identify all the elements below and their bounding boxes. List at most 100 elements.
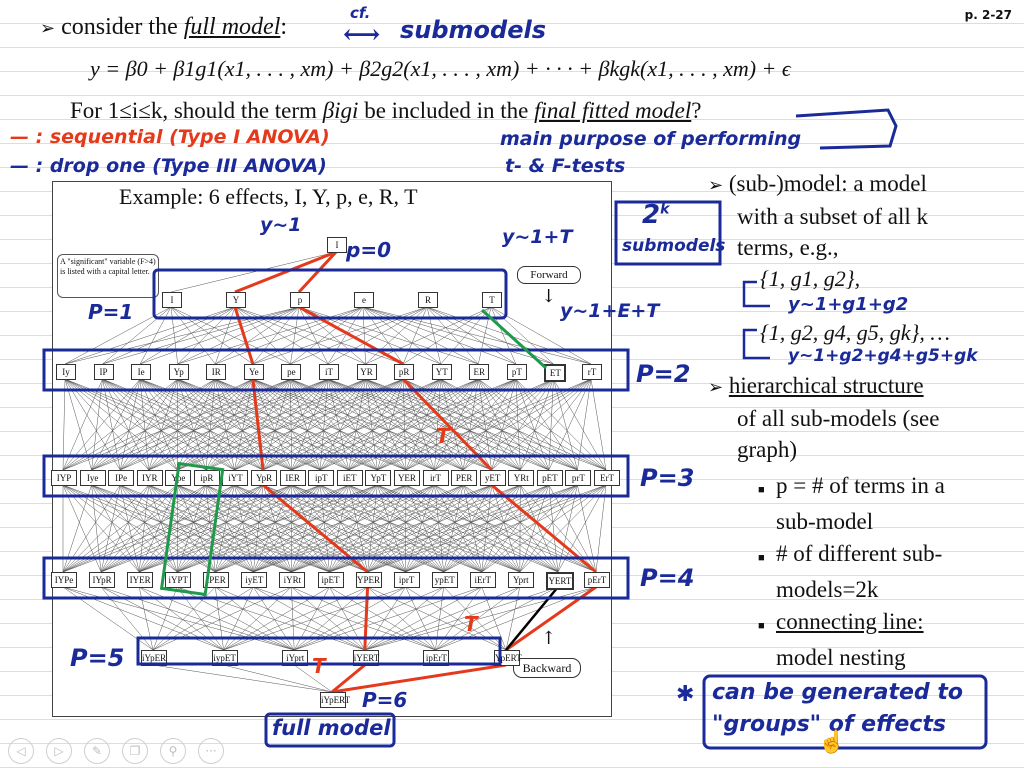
drop-one-legend: — : drop one (Type III ANOVA) [10, 155, 327, 177]
nesting-line [443, 484, 578, 573]
full-model-equation: y = β0 + β1g1(x1, . . . , xm) + β2g2(x1,… [90, 56, 791, 81]
square-bullet-icon: ■ [758, 552, 765, 564]
nesting-line [223, 664, 333, 693]
nesting-line [519, 484, 578, 573]
lattice-node: YER [393, 470, 420, 486]
nesting-line [367, 484, 607, 573]
lattice-node: iYT [222, 470, 249, 486]
copy-icon[interactable]: ❐ [122, 738, 148, 764]
page-number: p. 2-27 [964, 8, 1012, 22]
sequential-path-line [234, 250, 337, 294]
next-icon[interactable]: ▷ [46, 738, 72, 764]
nesting-line [515, 378, 607, 471]
pen-icon[interactable]: ✎ [84, 738, 110, 764]
s3-line2: model nesting [776, 645, 906, 670]
nesting-line [177, 378, 292, 471]
s1-line1: p = # of terms in a [776, 473, 945, 498]
star-note-line1: can be generated to [712, 680, 963, 705]
nesting-line [590, 378, 607, 471]
final-fitted-model-text: final fitted model [534, 98, 692, 123]
b1-line2: with a subset of all k [737, 204, 928, 229]
lattice-node: iypET [211, 650, 238, 666]
lattice-node: ErT [594, 470, 620, 486]
nesting-line [62, 484, 92, 573]
nesting-line [595, 484, 607, 573]
p4-note: P=4 [640, 564, 695, 592]
b2-line2: of all sub-models (see [737, 406, 940, 431]
nesting-line [329, 484, 549, 573]
twok-exp: k [660, 201, 670, 218]
nesting-line [170, 306, 216, 365]
lattice-lines [62, 250, 607, 694]
p5-note: P=5 [70, 644, 125, 672]
nesting-line [426, 306, 554, 365]
nesting-line [478, 306, 492, 365]
lattice-node: I [327, 237, 347, 253]
nesting-line [62, 586, 224, 651]
lattice-node: ER [469, 364, 490, 380]
lattice-node: YpERT [494, 650, 522, 666]
star-icon: ✱ [676, 682, 695, 707]
square-bullet-icon: ■ [758, 620, 765, 632]
nesting-line [223, 586, 406, 651]
nesting-line [478, 378, 550, 471]
nesting-line [62, 378, 66, 471]
nesting-line [481, 484, 521, 573]
more-icon[interactable]: ··· [198, 738, 224, 764]
prev-icon[interactable]: ◁ [8, 738, 34, 764]
lattice-node: ET [544, 364, 567, 382]
nesting-line [329, 586, 366, 651]
nesting-line [290, 378, 378, 471]
p6-note: P=6 [362, 688, 408, 712]
nesting-line [223, 586, 368, 651]
nesting-line [490, 306, 554, 365]
submodel-lattice-figure: Example: 6 effects, I, Y, p, e, R, T A "… [51, 181, 620, 717]
lattice-node: IPe [108, 470, 135, 486]
lattice-node: YPER [355, 572, 382, 588]
nesting-line [139, 378, 149, 471]
lattice-node: pT [506, 364, 527, 380]
lattice-node: pR [394, 364, 415, 380]
lattice-node: ipErT [423, 650, 450, 666]
forward-arrow-icon: ↓ [541, 286, 557, 307]
lattice-node: IYR [136, 470, 163, 486]
lattice-node: Ype [165, 470, 192, 486]
p1-note: P=1 [88, 300, 134, 324]
bullet-arrow-icon: ➢ [40, 18, 56, 38]
zoom-icon[interactable]: ⚲ [160, 738, 186, 764]
submodels-note: submodels [400, 16, 547, 44]
nesting-line [170, 306, 254, 365]
nesting-line [515, 378, 521, 471]
nesting-line [139, 484, 378, 573]
lattice-node: ipR [193, 470, 220, 486]
tests-note: t- & F-tests [505, 155, 626, 177]
lattice-node: iYpER [141, 650, 167, 666]
lattice-node: iYpERT [320, 692, 350, 708]
lattice-node: iYprt [282, 650, 309, 666]
lattice-node: IR [206, 364, 227, 380]
nesting-line [139, 484, 292, 573]
y1t-note: y~1+T [502, 226, 573, 248]
nesting-line [140, 306, 300, 365]
nesting-line [253, 484, 407, 573]
nesting-line [215, 586, 365, 651]
nesting-line [64, 378, 121, 471]
s1-line2: sub-model [776, 509, 874, 534]
y1et-note: y~1+E+T [560, 300, 660, 322]
nesting-line [215, 586, 295, 651]
twok-submodels: submodels [622, 236, 726, 256]
nesting-line [100, 586, 154, 651]
bullet-arrow-icon: ➢ [708, 377, 724, 397]
nesting-line [362, 306, 479, 365]
nesting-line [435, 586, 597, 651]
nesting-line [367, 484, 521, 573]
nesting-line [362, 306, 366, 365]
sub-bullet-count: ■ # of different sub- models=2k [758, 538, 942, 605]
pointer-hand-icon: ☝ [818, 730, 846, 755]
lattice-node: iT [319, 364, 339, 380]
nesting-line [140, 306, 236, 365]
bullet-arrow-icon: ➢ [708, 175, 724, 195]
full-model-text: full model [183, 14, 281, 40]
t-mark-3: T [312, 654, 326, 678]
lattice-node: R [418, 292, 438, 308]
